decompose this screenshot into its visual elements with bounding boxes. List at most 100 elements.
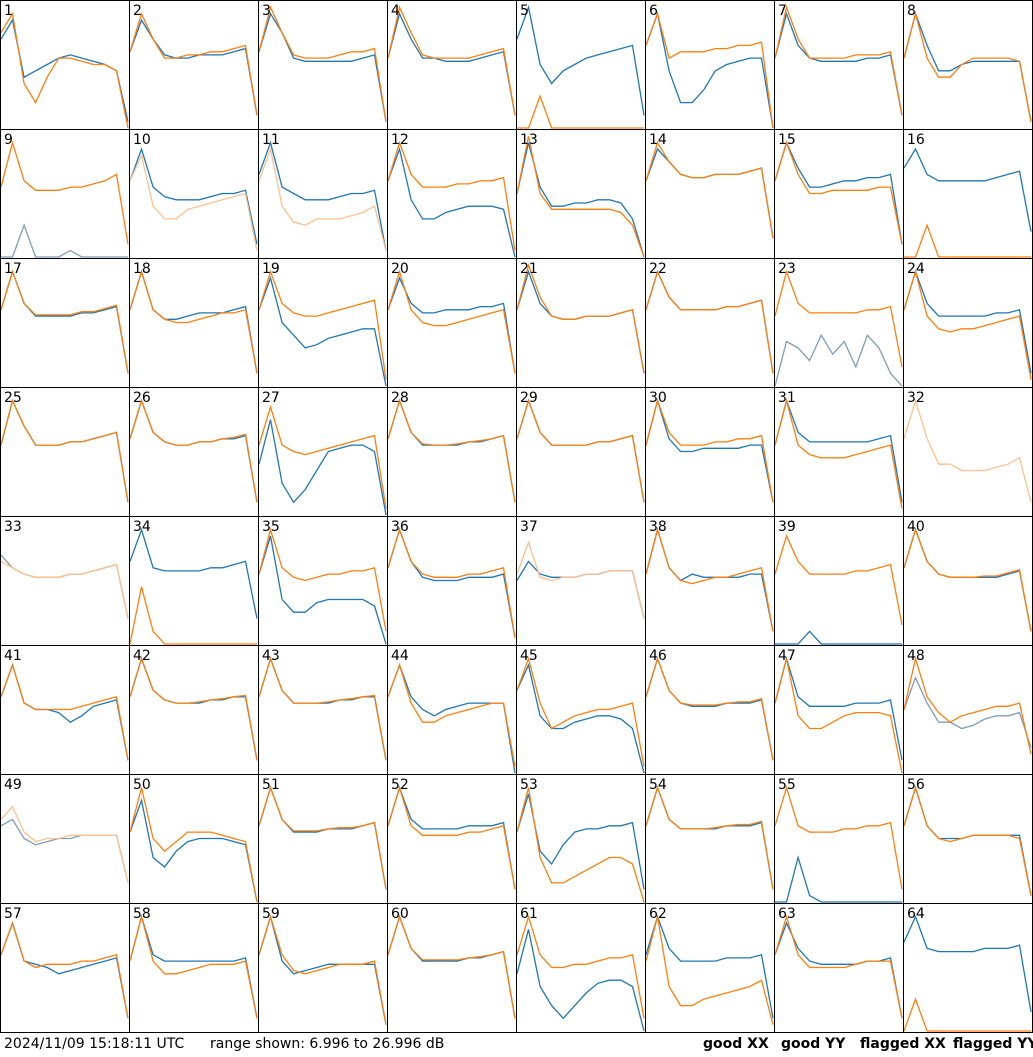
spectrum-line [0, 920, 129, 1019]
panel-label: 22 [649, 261, 667, 277]
spectrum-line [903, 269, 1032, 374]
spectrum-line [903, 11, 1032, 122]
spectrum-line [258, 535, 387, 645]
timestamp: 2024/11/09 15:18:11 UTC [4, 1036, 184, 1052]
spectrum-line [645, 398, 774, 503]
spectrum-line [645, 398, 774, 503]
spectrum-line [516, 914, 645, 1019]
spectrum-line [0, 140, 129, 245]
spectrum-line [0, 269, 129, 374]
spectrum-line [904, 223, 1031, 258]
spectrum-line [516, 929, 645, 1032]
panel-label: 23 [778, 261, 796, 277]
spectrum-line [0, 398, 129, 503]
spectrum-line [774, 140, 903, 245]
panel-label: 10 [133, 132, 151, 148]
panel-label: 57 [4, 906, 22, 922]
spectrum-line [903, 398, 1032, 503]
spectrum-line [129, 153, 258, 251]
panel-label: 45 [520, 648, 538, 664]
spectrum-line [0, 662, 129, 761]
panel-label: 37 [520, 519, 538, 535]
panel-label: 47 [778, 648, 796, 664]
spectrum-line [903, 11, 1032, 122]
spectrum-line [387, 146, 516, 258]
panel-label: 28 [391, 390, 409, 406]
spectrum-line [903, 675, 1032, 748]
legend-entry: flagged XX [860, 1036, 946, 1052]
spectrum-line [516, 142, 645, 258]
panel-label: 42 [133, 648, 151, 664]
spectrum-line [0, 11, 129, 129]
spectrum-line [774, 269, 903, 368]
spectrum-line [258, 146, 387, 251]
spectrum-line [0, 805, 129, 884]
panel-label: 48 [907, 648, 925, 664]
panel-label: 29 [520, 390, 538, 406]
spectrum-line [903, 269, 1032, 380]
spectrum-line [129, 146, 258, 245]
spectrum-line [645, 914, 774, 1019]
panel-label: 21 [520, 261, 538, 277]
spectrum-line [258, 656, 387, 761]
panel-label: 43 [262, 648, 280, 664]
panel-label: 7 [778, 3, 787, 19]
spectrum-line [516, 4, 645, 116]
spectrum-line [774, 5, 903, 116]
panel-label: 30 [649, 390, 667, 406]
spectrum-line [645, 656, 774, 761]
panel-label: 52 [391, 777, 409, 793]
panel-label: 18 [133, 261, 151, 277]
panel-label: 53 [520, 777, 538, 793]
panel-label: 44 [391, 648, 409, 664]
spectrum-line [903, 785, 1032, 896]
spectrum-line [258, 527, 387, 632]
panel-label: 27 [262, 390, 280, 406]
spectrum-line [774, 914, 903, 1019]
spectrum-line [645, 11, 774, 129]
spectrum-line [516, 656, 645, 767]
panel-label: 56 [907, 777, 925, 793]
spectrum-line [258, 275, 387, 387]
spectrum-line [775, 630, 902, 645]
spectrum-line [129, 11, 258, 116]
panel-label: 46 [649, 648, 667, 664]
spectrum-line [774, 658, 903, 774]
spectrum-line [903, 527, 1032, 632]
panel-label: 4 [391, 3, 400, 19]
spectrum-line [774, 785, 903, 890]
panel-label: 13 [520, 132, 538, 148]
panel-label: 64 [907, 906, 925, 922]
panel-label: 9 [4, 132, 13, 148]
spectrum-line [387, 398, 516, 503]
spectrum-line [129, 656, 258, 761]
panel-label: 49 [4, 777, 22, 793]
panel-label: 55 [778, 777, 796, 793]
spectrum-line [903, 147, 1032, 232]
spectrum-line [387, 140, 516, 251]
panel-label: 24 [907, 261, 925, 277]
panel-label: 16 [907, 132, 925, 148]
spectrum-line [258, 914, 387, 1025]
spectrum-line [387, 914, 516, 1019]
panel-label: 33 [4, 519, 22, 535]
range-text: range shown: 6.996 to 26.996 dB [210, 1036, 444, 1052]
spectrum-line [129, 398, 258, 503]
spectrum-line [774, 11, 903, 116]
spectrum-line [129, 586, 257, 645]
panel-label: 14 [649, 132, 667, 148]
spectrum-line [129, 914, 258, 1019]
panel-label: 6 [649, 3, 658, 19]
spectrum-line [387, 5, 516, 116]
panel-label: 2 [133, 3, 142, 19]
panel-label: 36 [391, 519, 409, 535]
spectrum-line [775, 855, 902, 903]
spectrum-line [129, 798, 258, 903]
panel-label: 50 [133, 777, 151, 793]
spectrum-line [774, 398, 903, 509]
panel-label: 35 [262, 519, 280, 535]
spectrum-line [903, 997, 1031, 1032]
legend-entry: flagged YY [953, 1036, 1033, 1052]
panel-label: 1 [4, 3, 13, 19]
spectrum-line [129, 787, 258, 903]
